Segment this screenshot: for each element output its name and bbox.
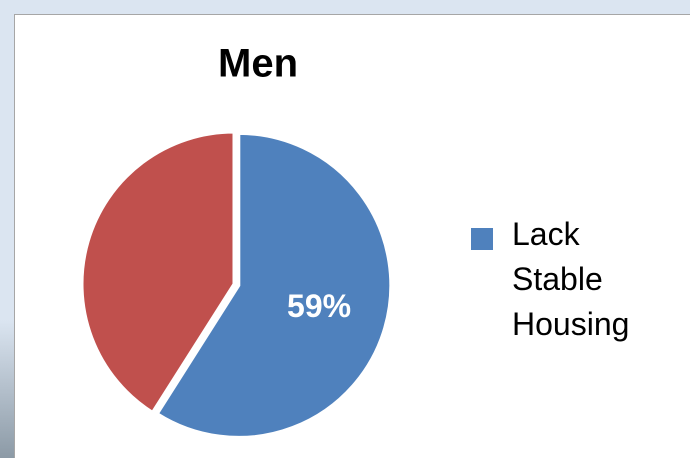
pie-slice	[80, 130, 236, 415]
pie-slice	[155, 131, 393, 439]
chart-title: Men	[218, 42, 298, 86]
legend-key	[471, 228, 493, 250]
window-edge	[0, 320, 14, 458]
data-label: 59%	[287, 288, 351, 324]
legend-label: Lack Stable Housing	[512, 216, 630, 342]
